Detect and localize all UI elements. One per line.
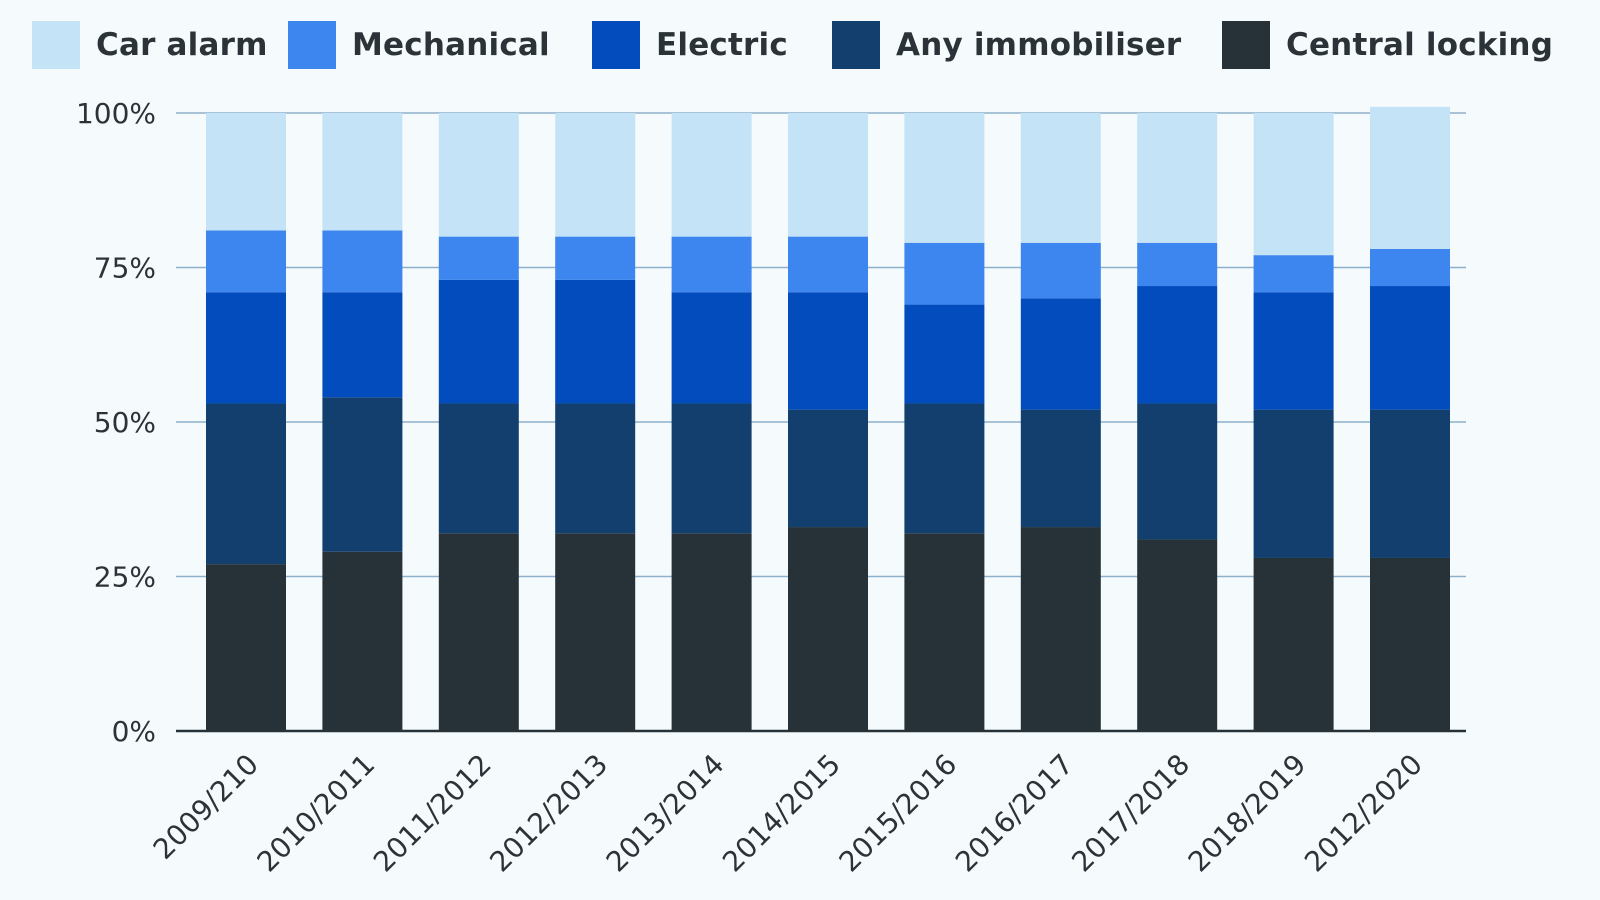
legend-swatch-car-alarm: [32, 21, 80, 69]
legend-label-central-locking: Central locking: [1286, 27, 1554, 63]
bar-segment-mechanical: [1020, 242, 1101, 299]
bar-segment-car-alarm: [1020, 113, 1101, 243]
bar-segment-any-immobiliser: [555, 403, 636, 534]
legend-item-mechanical: Mechanical: [288, 20, 550, 70]
legend-swatch-mechanical: [288, 21, 336, 69]
bar-segment-any-immobiliser: [904, 403, 985, 534]
legend-swatch-electric: [592, 21, 640, 69]
bar-segment-car-alarm: [206, 113, 286, 231]
legend-swatch-any-immobiliser: [832, 21, 880, 69]
legend-label-mechanical: Mechanical: [352, 27, 550, 63]
bar-segment-mechanical: [1253, 255, 1334, 293]
y-tick-label: 75%: [94, 252, 156, 285]
bar-segment-mechanical: [322, 230, 403, 293]
legend-item-any-immobiliser: Any immobiliser: [832, 20, 1181, 70]
bar-segment-any-immobiliser: [322, 397, 403, 552]
bar-segment-central-locking: [671, 533, 752, 731]
y-axis-ticks: 0% 25% 50% 75% 100%: [76, 97, 156, 748]
x-tick-label: 2016/2017: [949, 748, 1080, 879]
bar-segment-any-immobiliser: [206, 403, 286, 565]
bar-segment-mechanical: [671, 236, 752, 293]
bar-segment-mechanical: [904, 242, 985, 305]
bar-segment-any-immobiliser: [438, 403, 519, 534]
legend: Car alarm Mechanical Electric Any immobi…: [0, 0, 1600, 90]
legend-label-car-alarm: Car alarm: [96, 27, 268, 63]
bar-segment-central-locking: [1020, 527, 1101, 731]
x-tick-label: 2014/2015: [716, 748, 847, 879]
bar-segment-mechanical: [1137, 242, 1218, 287]
bars: [206, 106, 1450, 731]
x-tick-label: 2009/210: [147, 748, 265, 866]
bar-segment-central-locking: [904, 533, 985, 731]
bar-segment-central-locking: [1253, 557, 1334, 731]
x-tick-label: 2012/2013: [483, 748, 614, 879]
bar-segment-mechanical: [206, 230, 286, 293]
bar-segment-car-alarm: [788, 113, 868, 237]
bar-segment-electric: [1370, 286, 1450, 410]
bar-segment-car-alarm: [322, 113, 403, 231]
x-tick-label: 2018/2019: [1182, 748, 1313, 879]
y-tick-label: 100%: [76, 97, 156, 130]
bar-segment-car-alarm: [438, 113, 519, 237]
bar-segment-any-immobiliser: [671, 403, 752, 534]
bar-segment-electric: [206, 292, 286, 404]
y-tick-label: 25%: [94, 561, 156, 594]
bar-segment-electric: [438, 279, 519, 404]
bar-segment-central-locking: [555, 533, 636, 731]
x-axis-ticks: 2009/2102010/20112011/20122012/20132013/…: [147, 748, 1429, 879]
bar-segment-car-alarm: [555, 113, 636, 237]
bar-segment-central-locking: [1137, 539, 1218, 731]
bar-segment-central-locking: [788, 527, 868, 731]
bar-segment-car-alarm: [1253, 113, 1334, 256]
bar-segment-electric: [322, 292, 403, 398]
bar-segment-mechanical: [555, 236, 636, 280]
bar-segment-electric: [1020, 298, 1101, 410]
x-tick-label: 2010/2011: [251, 748, 382, 879]
bar-segment-central-locking: [1370, 557, 1450, 731]
x-tick-label: 2015/2016: [833, 748, 964, 879]
legend-item-car-alarm: Car alarm: [32, 20, 268, 70]
legend-label-any-immobiliser: Any immobiliser: [896, 27, 1182, 63]
bar-segment-any-immobiliser: [788, 409, 868, 528]
bar-segment-electric: [904, 304, 985, 404]
bar-segment-central-locking: [322, 551, 403, 731]
bar-segment-electric: [671, 292, 752, 404]
legend-item-electric: Electric: [592, 20, 788, 70]
x-tick-label: 2013/2014: [600, 748, 731, 879]
legend-item-central-locking: Central locking: [1222, 20, 1553, 70]
legend-swatch-central-locking: [1222, 21, 1270, 69]
bar-segment-car-alarm: [671, 113, 752, 237]
bar-segment-any-immobiliser: [1137, 403, 1218, 540]
bar-segment-electric: [1137, 286, 1218, 404]
bar-segment-car-alarm: [1370, 106, 1450, 249]
y-tick-label: 50%: [94, 406, 156, 439]
bar-segment-any-immobiliser: [1020, 409, 1101, 528]
x-tick-label: 2011/2012: [367, 748, 498, 879]
bar-segment-electric: [555, 279, 636, 404]
bar-segment-car-alarm: [904, 113, 985, 243]
bar-segment-mechanical: [788, 236, 868, 293]
bar-segment-any-immobiliser: [1370, 409, 1450, 558]
bar-segment-any-immobiliser: [1253, 409, 1334, 558]
bar-segment-central-locking: [206, 564, 286, 731]
x-tick-label: 2017/2018: [1065, 748, 1196, 879]
bar-segment-mechanical: [438, 236, 519, 280]
bar-segment-electric: [788, 292, 868, 410]
bar-segment-mechanical: [1370, 248, 1450, 287]
bar-segment-car-alarm: [1137, 113, 1218, 243]
x-tick-label: 2012/2020: [1298, 748, 1429, 879]
legend-label-electric: Electric: [656, 27, 788, 63]
bar-segment-electric: [1253, 292, 1334, 410]
y-tick-label: 0%: [112, 715, 156, 748]
bar-segment-central-locking: [438, 533, 519, 731]
